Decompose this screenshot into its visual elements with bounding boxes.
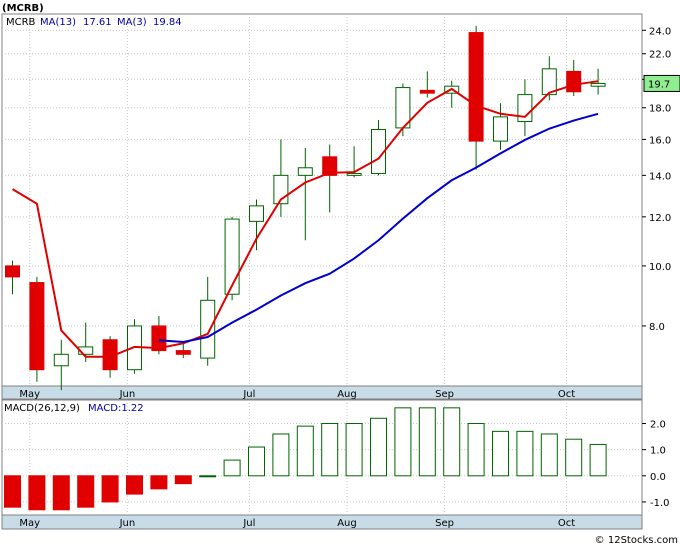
candle-down	[175, 350, 191, 355]
price-x-tick-label: Aug	[337, 389, 357, 400]
price-y-tick-label: 24.0	[649, 26, 671, 37]
macd-x-tick-label: Jul	[242, 518, 255, 529]
price-y-tick-label: 10.0	[649, 262, 671, 273]
macd-bar-positive	[199, 475, 217, 478]
macd-bar-negative	[4, 475, 21, 508]
price-y-tick-label: 22.0	[649, 50, 671, 61]
price-x-tick-label: Jun	[119, 389, 136, 400]
macd-bar-positive	[394, 407, 412, 477]
price-y-tick-label: 14.0	[649, 171, 671, 182]
macd-bar-positive	[223, 459, 241, 477]
macd-bar-positive	[443, 407, 461, 477]
price-x-tick-label: Sep	[435, 389, 454, 400]
macd-bar-positive	[540, 433, 558, 477]
price-y-tick-label: 16.0	[649, 135, 671, 146]
candle-up	[493, 116, 508, 142]
macd-bar-positive	[467, 423, 485, 477]
macd-bar-positive	[516, 430, 534, 477]
macd-bar-positive	[370, 417, 387, 477]
candle-down	[419, 89, 435, 94]
candle-up	[541, 68, 557, 96]
candle-up	[297, 167, 313, 176]
current-price-box	[643, 74, 680, 92]
macd-bar-positive	[418, 407, 436, 477]
macd-bar-negative	[101, 475, 119, 503]
legend-ma3-label: MA(3)	[117, 17, 147, 28]
candle-down	[151, 325, 167, 352]
price-y-tick-label: 8.0	[649, 322, 665, 333]
price-panel-frame	[1, 13, 643, 387]
candle-down	[566, 70, 582, 93]
macd-y-tick-label: 2.0	[650, 420, 666, 431]
macd-legend-label: MACD(26,12,9)	[4, 403, 80, 414]
price-x-tick-label: May	[19, 389, 40, 400]
candle-down	[5, 265, 20, 278]
current-price-label: 19.7	[648, 79, 670, 90]
price-y-tick-label: 18.0	[649, 104, 671, 115]
macd-x-tick-label: May	[19, 518, 40, 529]
macd-bar-negative	[150, 475, 168, 490]
ma13-line	[158, 112, 599, 343]
macd-bar-negative	[174, 475, 192, 485]
candle-up	[224, 218, 240, 295]
macd-bar-positive	[272, 433, 290, 477]
macd-bar-positive	[589, 443, 607, 477]
candle-up	[590, 82, 606, 87]
macd-legend-value: MACD:1.22	[88, 403, 144, 414]
candle-down	[468, 32, 484, 142]
candle-down	[322, 156, 338, 176]
candle-up	[371, 129, 386, 174]
legend-ma13-label: MA(13)	[40, 17, 76, 28]
price-x-tick-label: Jul	[242, 389, 255, 400]
macd-bar-positive	[492, 430, 509, 477]
macd-bar-positive	[296, 425, 314, 477]
macd-x-tick-label: Oct	[558, 518, 575, 529]
macd-bar-positive	[248, 446, 265, 477]
macd-bar-positive	[321, 423, 339, 477]
price-y-tick-label: 12.0	[649, 213, 671, 224]
legend-ma13-value: 17.61	[83, 17, 112, 28]
macd-x-axis-band	[1, 514, 643, 530]
candle-up	[346, 172, 362, 176]
macd-bar-positive	[565, 438, 583, 477]
candle-up	[517, 94, 533, 123]
macd-y-tick-label: 1.0	[650, 446, 666, 457]
macd-y-tick-label: 0.0	[650, 472, 666, 483]
legend-symbol: MCRB	[6, 17, 36, 28]
price-x-tick-label: Oct	[558, 389, 575, 400]
candle-up	[53, 353, 69, 367]
macd-bar-positive	[345, 423, 363, 477]
macd-bar-negative	[52, 475, 70, 511]
macd-x-tick-label: Jun	[119, 518, 136, 529]
macd-bar-negative	[28, 475, 46, 511]
chart-symbol-header: (MCRB)	[2, 3, 44, 14]
candle-up	[249, 205, 264, 222]
macd-bar-negative	[77, 475, 95, 508]
macd-y-tick-label: -1.0	[650, 498, 670, 509]
ma3-line	[11, 80, 599, 358]
candle-up	[200, 299, 216, 359]
watermark: © 12Stocks.com	[595, 535, 678, 546]
legend-ma3-value: 19.84	[153, 17, 182, 28]
macd-x-tick-label: Aug	[337, 518, 357, 529]
candle-down	[29, 282, 45, 371]
price-x-axis-band	[1, 385, 643, 400]
macd-x-tick-label: Sep	[435, 518, 454, 529]
macd-bar-negative	[126, 475, 143, 495]
